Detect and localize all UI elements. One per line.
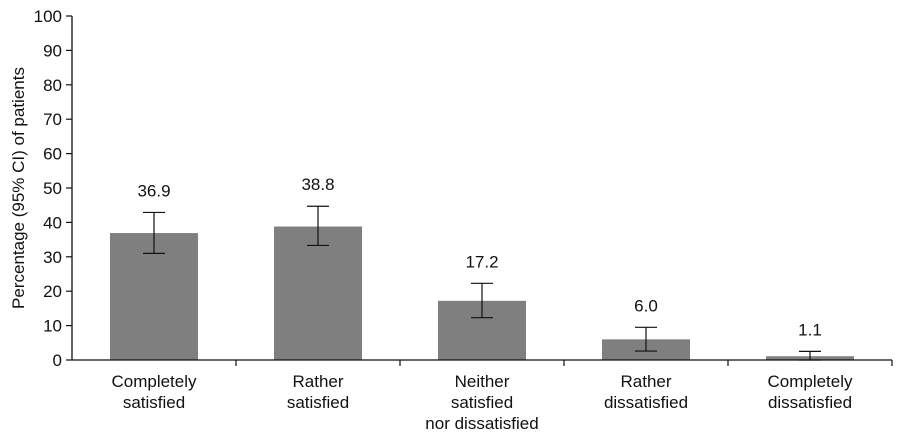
- y-tick-label: 60: [43, 145, 62, 164]
- y-tick-label: 30: [43, 248, 62, 267]
- x-tick-label-line: Completely: [767, 372, 853, 391]
- x-tick-label: Rather dissatisfied: [604, 372, 688, 412]
- y-tick-label: 10: [43, 317, 62, 336]
- x-tick-label-line: Completely: [111, 372, 197, 391]
- y-axis-title: Percentage (95% CI) of patients: [9, 67, 28, 309]
- y-tick-label: 20: [43, 282, 62, 301]
- y-tick-label: 80: [43, 76, 62, 95]
- x-tick-label: Neither satisfied nor dissatisfied: [425, 372, 538, 433]
- x-tick-label-line: Rather: [292, 372, 343, 391]
- data-label: 38.8: [301, 175, 334, 194]
- x-tick-label-line: Rather: [620, 372, 671, 391]
- bar: [110, 233, 198, 360]
- x-tick-label-line: dissatisfied: [604, 393, 688, 412]
- x-tick-label: Completely satisfied: [111, 372, 197, 412]
- x-tick-label-line: satisfied: [123, 393, 185, 412]
- data-label: 36.9: [137, 181, 170, 200]
- x-tick-label-line: Neither: [455, 372, 510, 391]
- value-labels: 36.9 38.8 17.2 6.0 1.1: [137, 175, 821, 339]
- data-label: 1.1: [798, 320, 822, 339]
- y-tick-label: 40: [43, 213, 62, 232]
- y-tick-label: 90: [43, 41, 62, 60]
- x-tick-label-line: satisfied: [287, 393, 349, 412]
- y-axis: 0 10 20 30 40 50 60 70 80 90 100: [34, 7, 73, 370]
- x-tick-label: Completely dissatisfied: [767, 372, 853, 412]
- y-tick-label: 0: [53, 351, 62, 370]
- y-tick-label: 70: [43, 110, 62, 129]
- data-label: 17.2: [465, 252, 498, 271]
- x-tick-label-line: dissatisfied: [768, 393, 852, 412]
- y-tick-label: 50: [43, 179, 62, 198]
- y-tick-label: 100: [34, 7, 62, 26]
- data-label: 6.0: [634, 296, 658, 315]
- x-tick-label-line: satisfied: [451, 393, 513, 412]
- x-tick-label-line: nor dissatisfied: [425, 414, 538, 433]
- bar: [274, 226, 362, 360]
- x-tick-label: Rather satisfied: [287, 372, 349, 412]
